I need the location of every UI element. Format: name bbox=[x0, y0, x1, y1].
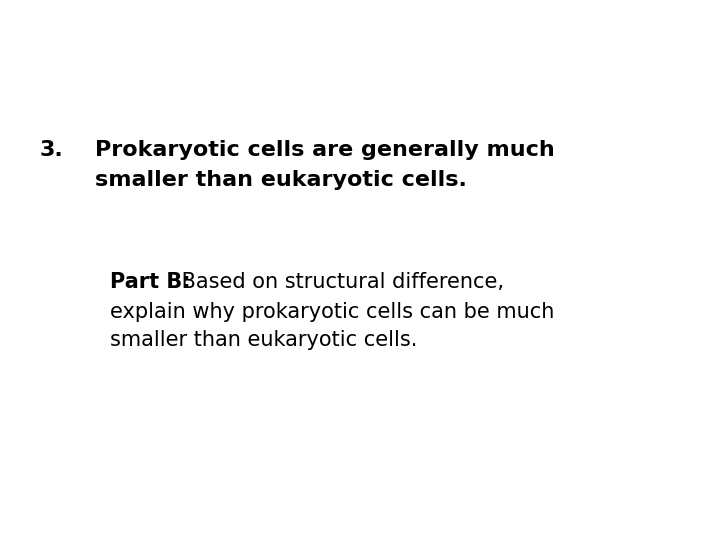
Text: smaller than eukaryotic cells.: smaller than eukaryotic cells. bbox=[95, 170, 467, 190]
Text: explain why prokaryotic cells can be much: explain why prokaryotic cells can be muc… bbox=[110, 302, 554, 322]
Text: Prokaryotic cells are generally much: Prokaryotic cells are generally much bbox=[95, 140, 554, 160]
Text: 3.: 3. bbox=[40, 140, 64, 160]
Text: Based on structural difference,: Based on structural difference, bbox=[175, 272, 504, 292]
Text: Part B:: Part B: bbox=[110, 272, 191, 292]
Text: smaller than eukaryotic cells.: smaller than eukaryotic cells. bbox=[110, 330, 418, 350]
